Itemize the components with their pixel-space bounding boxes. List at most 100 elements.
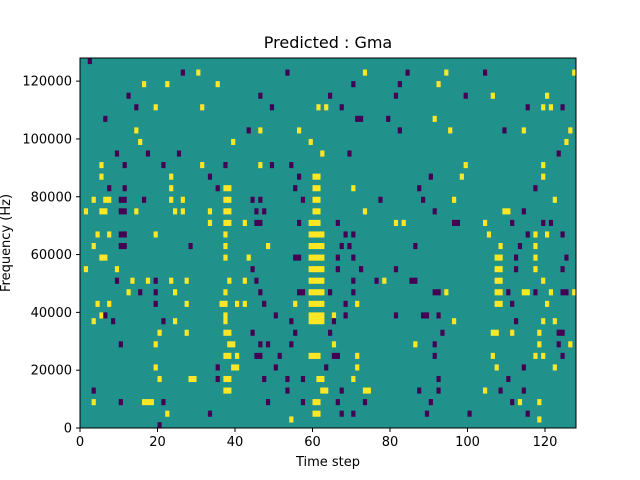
heatmap-cell xyxy=(103,115,108,122)
heatmap-cell xyxy=(533,185,538,192)
heatmap-cell xyxy=(436,375,441,383)
heatmap-cell xyxy=(343,312,348,319)
heatmap-cell xyxy=(537,329,542,336)
heatmap-cell xyxy=(153,300,158,307)
heatmap-cell xyxy=(103,208,108,215)
heatmap-cell xyxy=(378,196,383,203)
heatmap-cell xyxy=(118,231,123,238)
heatmap-cell xyxy=(320,300,325,307)
heatmap-cell xyxy=(432,352,437,359)
heatmap-cell xyxy=(328,329,333,336)
heatmap-cell xyxy=(312,312,317,319)
heatmap-cell xyxy=(339,104,344,111)
heatmap-cell xyxy=(331,341,337,348)
heatmap-cell xyxy=(413,277,418,284)
heatmap-cell xyxy=(169,185,174,192)
heatmap-cell xyxy=(486,231,492,238)
heatmap-cell xyxy=(297,127,302,134)
heatmap-cell xyxy=(452,196,457,203)
heatmap-cell xyxy=(320,231,325,238)
heatmap-cell xyxy=(207,219,213,226)
heatmap-cell xyxy=(173,318,178,325)
heatmap-cell xyxy=(103,196,108,203)
heatmap-cell xyxy=(324,104,329,111)
heatmap-cell xyxy=(362,69,368,76)
heatmap-cell xyxy=(277,352,282,359)
y-tick-label: 40000 xyxy=(31,306,72,321)
heatmap-cell xyxy=(483,219,488,226)
heatmap-cell xyxy=(312,243,317,250)
heatmap-cell xyxy=(521,208,526,215)
heatmap-cell xyxy=(498,254,503,261)
heatmap-cell xyxy=(537,416,542,423)
heatmap-cell xyxy=(490,92,495,99)
heatmap-cell xyxy=(316,266,321,273)
heatmap-cell xyxy=(308,219,313,226)
heatmap-cell xyxy=(541,277,546,284)
heatmap-cell xyxy=(161,318,166,325)
heatmap-cell xyxy=(502,208,507,215)
heatmap-cell xyxy=(258,127,263,134)
heatmap-cell xyxy=(548,219,554,226)
heatmap-cell xyxy=(316,289,321,296)
heatmap-cell xyxy=(355,300,360,307)
heatmap-cell xyxy=(250,329,255,336)
heatmap-cell xyxy=(176,150,182,157)
heatmap-cell xyxy=(521,289,526,296)
heatmap-cell xyxy=(231,138,236,146)
heatmap-cell xyxy=(308,318,313,325)
heatmap-cell xyxy=(525,104,530,111)
heatmap-cell xyxy=(308,352,313,359)
heatmap-cell xyxy=(122,208,127,215)
heatmap-cell xyxy=(552,196,557,203)
heatmap-cell xyxy=(122,243,127,250)
heatmap-cell xyxy=(165,81,170,88)
heatmap-cell xyxy=(223,312,228,319)
heatmap-cell xyxy=(258,92,263,99)
heatmap-cell xyxy=(401,219,406,226)
heatmap-cell xyxy=(122,185,127,192)
heatmap-cell xyxy=(300,289,306,296)
heatmap-cell xyxy=(184,329,189,336)
heatmap-cell xyxy=(421,312,426,319)
heatmap-cell xyxy=(126,289,131,296)
heatmap-cell xyxy=(269,162,275,169)
heatmap-cell xyxy=(498,266,503,273)
heatmap-cell xyxy=(153,289,158,296)
heatmap-cell xyxy=(258,196,263,203)
heatmap-cell xyxy=(285,69,290,76)
heatmap-cell xyxy=(223,387,228,394)
heatmap-cell xyxy=(145,150,151,157)
heatmap-cell xyxy=(351,375,356,383)
heatmap-cell xyxy=(560,289,565,296)
heatmap-cell xyxy=(297,173,302,180)
heatmap-cell xyxy=(188,243,193,250)
heatmap-cell xyxy=(417,185,422,192)
heatmap-cell xyxy=(250,196,255,203)
heatmap-cell xyxy=(316,352,321,359)
heatmap-cell xyxy=(498,300,503,307)
heatmap-cell xyxy=(355,115,360,122)
heatmap-cell xyxy=(510,300,515,307)
heatmap-cell xyxy=(525,410,530,417)
heatmap-cell xyxy=(114,150,120,157)
heatmap-cell xyxy=(502,127,507,134)
heatmap-cell xyxy=(331,312,337,319)
heatmap-cell xyxy=(312,289,317,296)
heatmap-cell xyxy=(153,364,158,371)
heatmap-cell xyxy=(142,196,147,203)
heatmap-cell xyxy=(223,329,228,336)
heatmap-cell xyxy=(564,254,569,261)
heatmap-cell xyxy=(196,69,201,76)
heatmap-cell xyxy=(537,341,542,348)
heatmap-cell xyxy=(258,341,263,348)
heatmap-cell xyxy=(320,243,325,250)
heatmap-cell xyxy=(514,266,519,273)
heatmap-cell xyxy=(331,318,337,325)
heatmap-cell xyxy=(242,277,247,284)
heatmap-cell xyxy=(436,289,441,296)
heatmap-cell xyxy=(289,318,294,325)
heatmap-cell xyxy=(324,364,329,371)
heatmap-cell xyxy=(103,254,108,261)
